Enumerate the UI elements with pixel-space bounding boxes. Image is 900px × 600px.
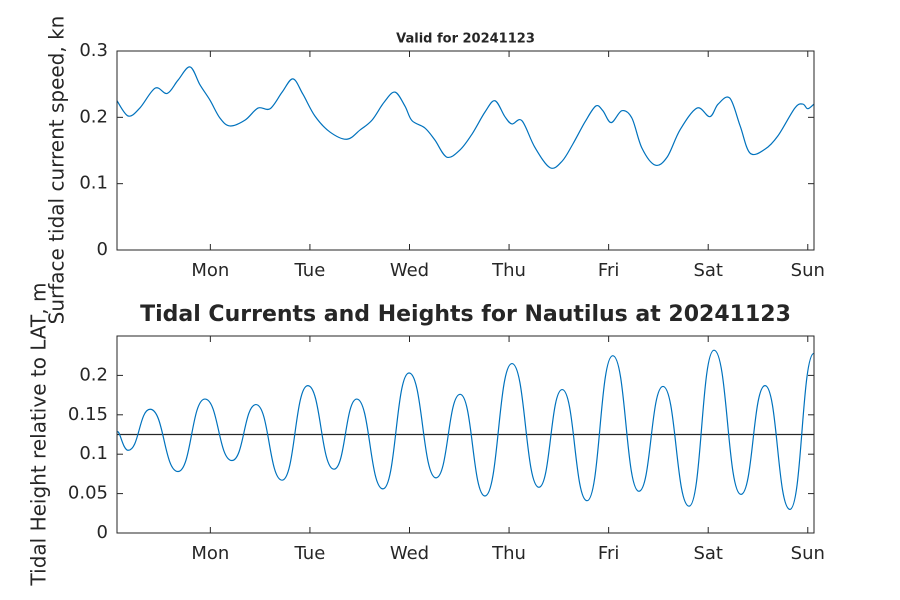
x-tick-label: Tue bbox=[294, 543, 326, 564]
x-tick-label: Mon bbox=[191, 543, 229, 564]
x-tick-label: Fri bbox=[598, 543, 619, 564]
y-tick-label: 0 bbox=[97, 522, 108, 543]
y-tick-label: 0.3 bbox=[79, 40, 108, 61]
y-tick-label: 0.1 bbox=[79, 173, 108, 194]
y-tick-label: 0.1 bbox=[79, 443, 108, 464]
x-tick-label: Fri bbox=[598, 260, 619, 281]
y-axis-label: Tidal Height relative to LAT, m bbox=[27, 283, 51, 587]
y-tick-label: 0.2 bbox=[79, 106, 108, 127]
x-tick-label: Thu bbox=[491, 260, 526, 281]
x-tick-label: Thu bbox=[491, 543, 526, 564]
axes-box bbox=[116, 335, 815, 534]
axes-box bbox=[116, 50, 815, 251]
data-line bbox=[116, 349, 815, 510]
x-tick-label: Wed bbox=[390, 260, 429, 281]
y-axis-label: Surface tidal current speed, kn bbox=[45, 16, 69, 325]
data-line bbox=[116, 66, 815, 169]
y-tick-label: 0.15 bbox=[68, 404, 108, 425]
x-tick-label: Sat bbox=[693, 543, 723, 564]
chart-title: Tidal Currents and Heights for Nautilus … bbox=[140, 302, 791, 327]
y-tick-label: 0 bbox=[97, 239, 108, 260]
chart-title: Valid for 20241123 bbox=[396, 32, 535, 47]
x-tick-label: Tue bbox=[294, 260, 326, 281]
x-tick-label: Sun bbox=[791, 260, 825, 281]
y-tick-label: 0.2 bbox=[79, 364, 108, 385]
plot-area bbox=[117, 51, 814, 250]
x-tick-label: Wed bbox=[390, 543, 429, 564]
x-tick-label: Sun bbox=[791, 543, 825, 564]
x-tick-label: Sat bbox=[693, 260, 723, 281]
y-tick-label: 0.05 bbox=[68, 483, 108, 504]
x-tick-label: Mon bbox=[191, 260, 229, 281]
